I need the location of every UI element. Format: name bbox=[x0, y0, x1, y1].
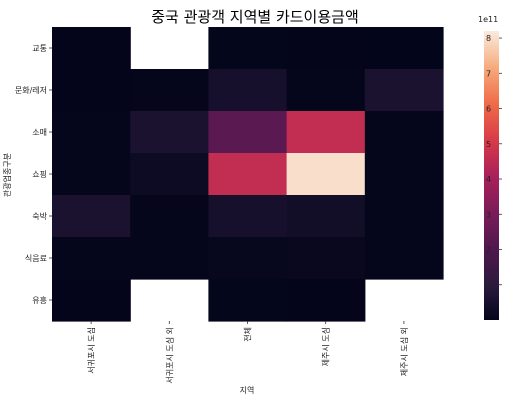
x-tick-label: 서귀포시 도심 bbox=[86, 327, 96, 374]
heatmap-cell bbox=[208, 195, 288, 238]
heatmap-cell bbox=[286, 111, 366, 154]
heatmap-cell bbox=[52, 237, 131, 280]
y-axis-label: 관광업종구분 bbox=[2, 153, 12, 197]
x-tick-label: 제주시 도심 bbox=[321, 327, 331, 366]
x-tick-label: 전체 bbox=[243, 327, 253, 342]
heatmap-cell bbox=[208, 69, 288, 112]
x-tick-labels: 서귀포시 도심 서귀포시 도심 외 전체 제주시 도심 제주시 도심 외 bbox=[86, 321, 409, 384]
heatmap-cell bbox=[364, 153, 444, 196]
chart-title: 중국 관광객 지역별 카드이용금액 bbox=[151, 8, 359, 26]
heatmap-cell bbox=[286, 69, 366, 112]
y-tick-label: 문화/레저 bbox=[15, 86, 47, 95]
colorbar-tick-label: 5 bbox=[486, 140, 491, 149]
heatmap-cell bbox=[364, 111, 444, 154]
heatmap-cell bbox=[364, 27, 444, 70]
heatmap-cell bbox=[130, 111, 209, 154]
heatmap-cell bbox=[364, 195, 444, 238]
heatmap-cell bbox=[52, 69, 131, 112]
colorbar-tick-label: 3 bbox=[486, 210, 491, 219]
colorbar-tick-label: 4 bbox=[486, 175, 491, 184]
colorbar-tick-label: 7 bbox=[486, 69, 491, 78]
colorbar-ticks: 1 2 3 4 5 6 7 8 bbox=[486, 34, 502, 290]
y-tick-label: 쇼핑 bbox=[32, 169, 47, 179]
heatmap-cell bbox=[130, 69, 209, 112]
y-tick-label: 유흥 bbox=[32, 295, 47, 305]
heatmap-cell bbox=[52, 153, 131, 196]
heatmap-cell bbox=[52, 111, 131, 154]
y-tick-label: 교통 bbox=[32, 44, 47, 53]
heatmap-cell bbox=[130, 195, 209, 238]
heatmap-cell bbox=[286, 153, 366, 196]
y-tick-label: 숙박 bbox=[32, 211, 47, 221]
colorbar-tick-label: 6 bbox=[486, 105, 491, 114]
colorbar bbox=[484, 31, 499, 320]
colorbar-tick-label: 8 bbox=[486, 34, 491, 43]
heatmap-cell bbox=[208, 111, 288, 154]
heatmap-cell bbox=[364, 69, 444, 112]
heatmap-cell bbox=[208, 27, 288, 70]
heatmap-cells bbox=[52, 27, 444, 322]
colorbar-scale-label: 1e11 bbox=[478, 15, 498, 24]
heatmap-cell bbox=[286, 27, 366, 70]
y-tick-label: 식음료 bbox=[25, 254, 47, 263]
heatmap-cell bbox=[52, 279, 131, 322]
heatmap-cell bbox=[286, 279, 366, 322]
heatmap-cell bbox=[52, 195, 131, 238]
x-axis-label: 지역 bbox=[240, 385, 255, 395]
heatmap-cell bbox=[130, 237, 209, 280]
y-tick-label: 소매 bbox=[32, 128, 47, 137]
heatmap-cell bbox=[364, 237, 444, 280]
heatmap-cell bbox=[208, 237, 288, 280]
heatmap-cell bbox=[130, 153, 209, 196]
colorbar-tick-label: 1 bbox=[486, 281, 491, 290]
heatmap-cell bbox=[208, 279, 288, 322]
colorbar-tick-label: 2 bbox=[486, 246, 491, 255]
x-tick-label: 서귀포시 도심 외 bbox=[164, 327, 174, 384]
heatmap-cell bbox=[208, 153, 288, 196]
heatmap-cell bbox=[52, 27, 131, 70]
heatmap-cell bbox=[286, 195, 366, 238]
x-tick-label: 제주시 도심 외 bbox=[399, 327, 409, 376]
heatmap-cell bbox=[286, 237, 366, 280]
